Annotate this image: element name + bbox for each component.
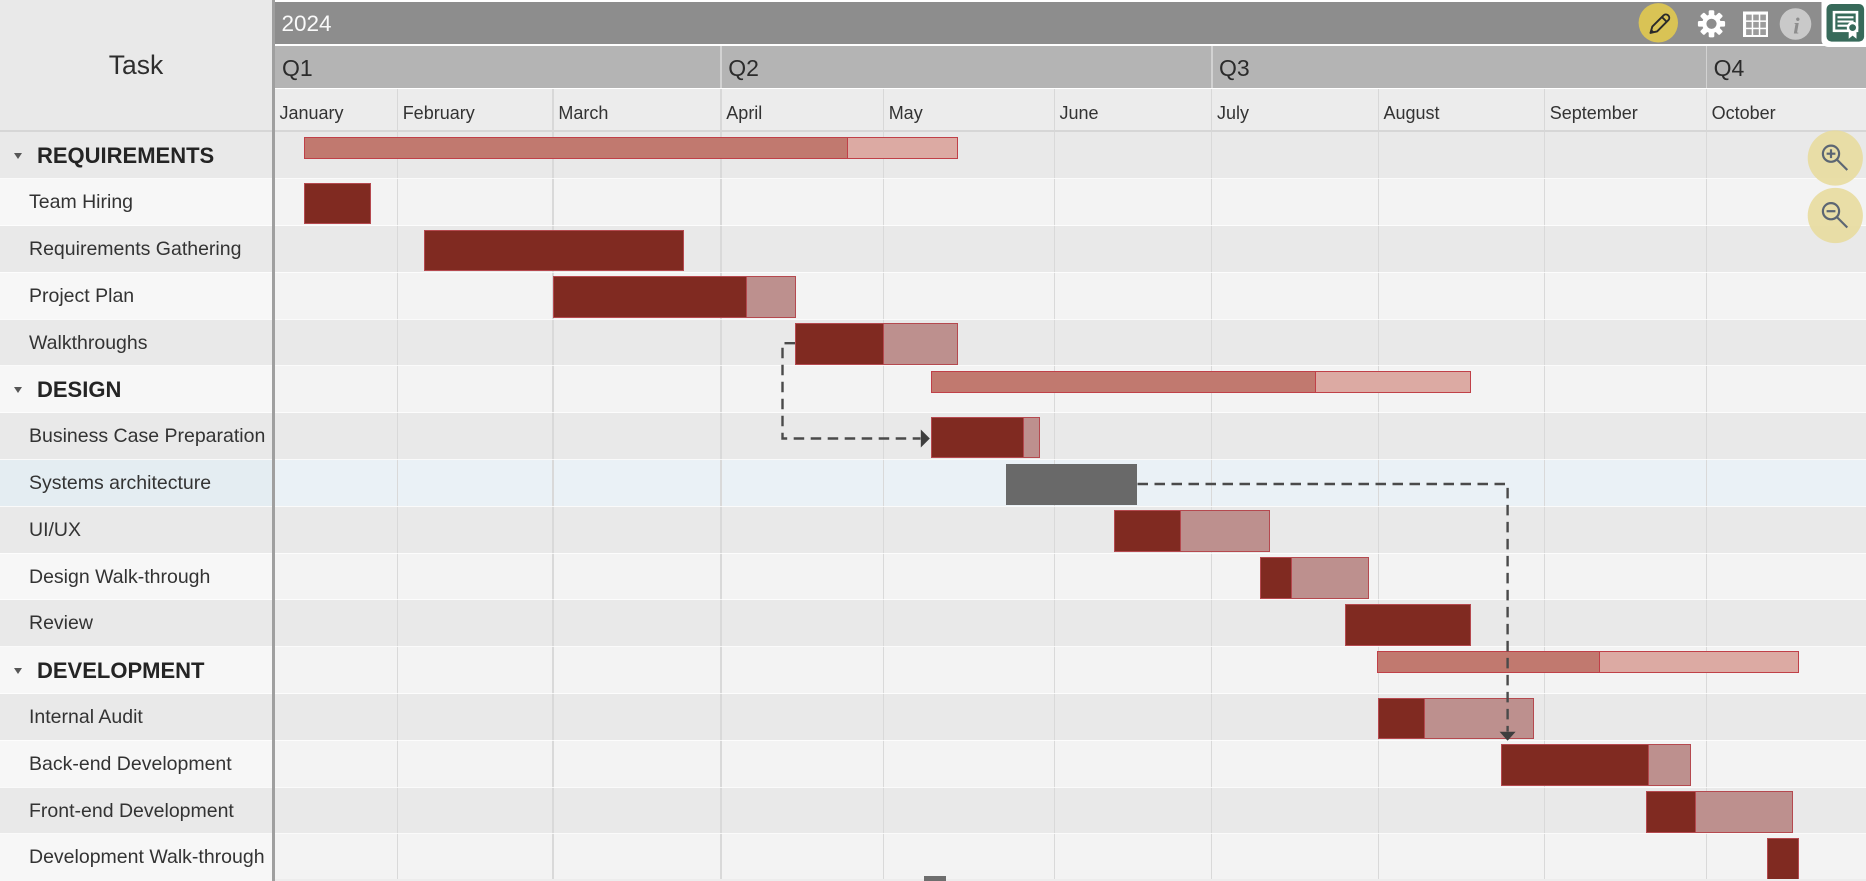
svg-text:i: i <box>1793 14 1800 39</box>
